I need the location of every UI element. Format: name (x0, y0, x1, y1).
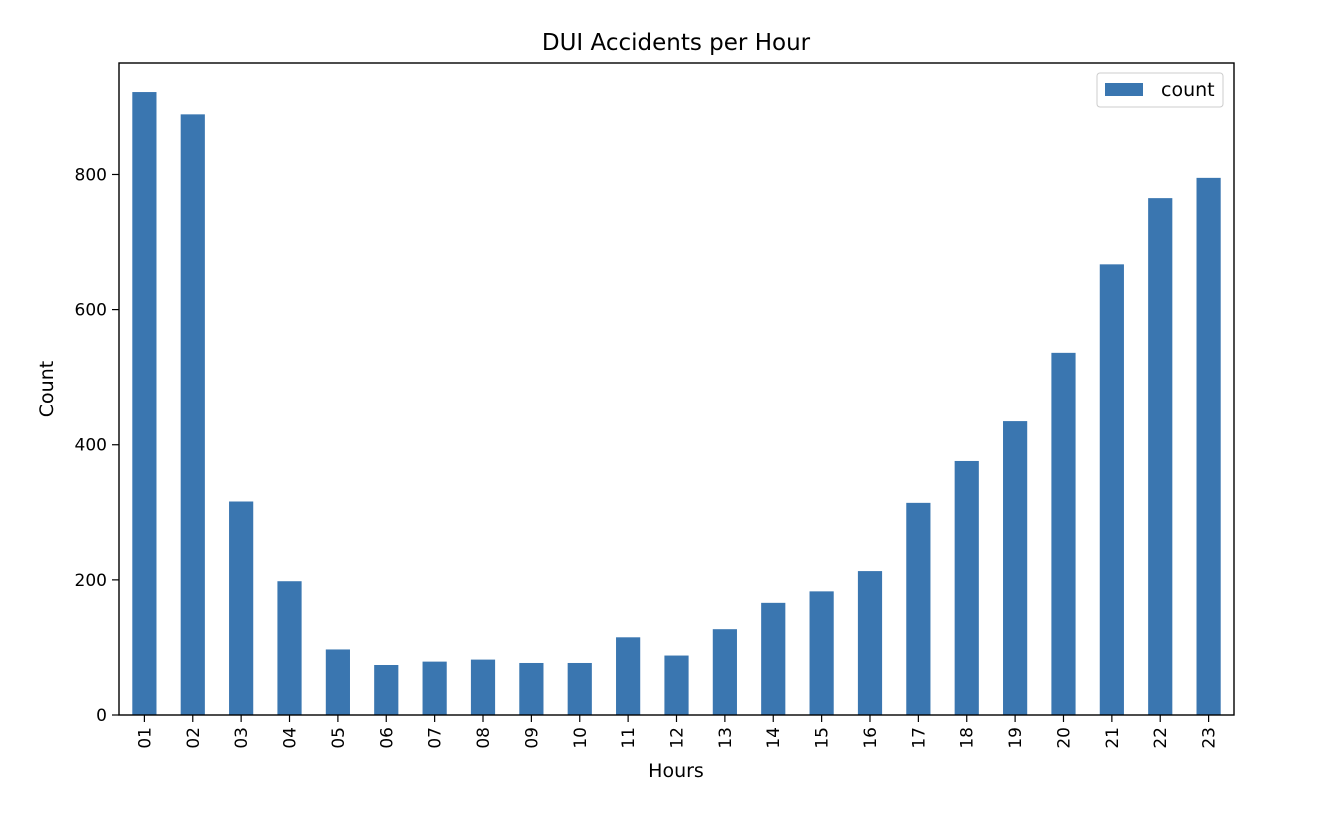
bar-06 (374, 665, 399, 715)
bar-02 (180, 114, 205, 716)
x-tick-label: 21 (1103, 727, 1123, 749)
bar-10 (567, 662, 592, 715)
x-tick-label: 02 (184, 727, 204, 749)
bar-04 (277, 581, 302, 715)
x-tick-label: 06 (377, 727, 397, 749)
y-tick-label: 200 (75, 571, 107, 591)
bars-layer (132, 92, 1221, 716)
x-tick-label: 04 (281, 727, 301, 749)
bar-11 (616, 637, 641, 715)
x-tick-label: 10 (571, 727, 591, 749)
bar-12 (664, 655, 689, 715)
legend-label: count (1161, 79, 1215, 101)
x-tick-label: 03 (232, 727, 252, 749)
x-tick-label: 09 (522, 727, 542, 749)
x-tick-label: 05 (329, 727, 349, 749)
x-tick-label: 23 (1200, 727, 1220, 749)
x-tick-label: 20 (1054, 727, 1074, 749)
x-tick-label: 19 (1006, 727, 1026, 749)
bar-19 (1003, 421, 1028, 715)
legend: count (1096, 72, 1224, 108)
x-tick-label: 08 (474, 727, 494, 749)
bar-15 (809, 591, 834, 715)
y-tick-label: 400 (75, 436, 107, 456)
bar-07 (422, 661, 447, 715)
bar-01 (132, 92, 157, 716)
bar-18 (954, 460, 979, 715)
x-tick-label: 16 (861, 727, 881, 749)
x-tick-label: 22 (1151, 727, 1171, 749)
x-tick-label: 07 (426, 727, 446, 749)
y-tick-label: 800 (75, 165, 107, 185)
bar-17 (906, 502, 931, 715)
bar-23 (1196, 177, 1221, 716)
x-axis: 01 02 03 04 05 06 07 08 09 10 11 12 13 14 15 16 17 18 19 20… (135, 715, 1220, 749)
x-axis-label: Hours (648, 760, 704, 782)
x-tick-label: 11 (619, 727, 639, 749)
x-tick-label: 01 (135, 727, 155, 749)
bar-21 (1099, 264, 1124, 715)
y-axis-label: Count (36, 361, 58, 417)
y-tick-label: 0 (96, 706, 107, 726)
x-tick-label: 14 (764, 727, 784, 749)
x-tick-label: 18 (958, 727, 978, 749)
chart-title: DUI Accidents per Hour (542, 30, 811, 56)
bar-22 (1148, 198, 1173, 715)
x-tick-label: 12 (668, 727, 688, 749)
bar-20 (1051, 352, 1076, 715)
bar-03 (229, 501, 254, 715)
bar-13 (712, 629, 737, 715)
bar-16 (857, 571, 883, 715)
y-tick-label: 600 (75, 301, 107, 321)
bar-05 (325, 649, 350, 715)
x-tick-label: 17 (909, 727, 929, 749)
bar-08 (470, 659, 496, 715)
legend-swatch (1105, 83, 1143, 96)
x-tick-label: 15 (813, 727, 833, 749)
y-axis: 0 200 400 600 800 (75, 165, 119, 726)
x-tick-label: 13 (716, 727, 736, 749)
bar-09 (519, 662, 544, 715)
bar-14 (761, 602, 786, 715)
legend-box (1096, 72, 1224, 108)
